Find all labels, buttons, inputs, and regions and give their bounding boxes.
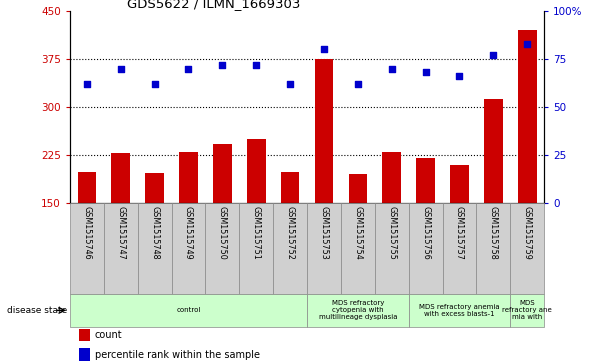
Bar (80, 329, 90, 341)
Bar (145, 173, 164, 203)
Bar (510, 203, 544, 294)
Text: GDS5622 / ILMN_1669303: GDS5622 / ILMN_1669303 (127, 0, 300, 10)
Text: disease state: disease state (7, 306, 67, 315)
Bar (281, 172, 299, 203)
Bar (348, 174, 367, 203)
Bar (78, 172, 96, 203)
Text: GSM1515752: GSM1515752 (286, 206, 295, 260)
Point (285, 81, 295, 87)
Point (184, 66, 193, 72)
Text: MDS refractory anemia
with excess blasts-1: MDS refractory anemia with excess blasts… (419, 304, 500, 317)
Text: MDS refractory
cytopenia with
multilineage dysplasia: MDS refractory cytopenia with multilinea… (319, 300, 397, 321)
Bar (450, 165, 469, 203)
Bar (315, 59, 333, 203)
Bar (382, 152, 401, 203)
Text: percentile rank within the sample: percentile rank within the sample (95, 350, 260, 360)
Bar (104, 203, 137, 294)
Point (150, 81, 159, 87)
Text: GSM1515748: GSM1515748 (150, 206, 159, 260)
Text: GSM1515758: GSM1515758 (489, 206, 498, 260)
Bar (484, 99, 503, 203)
Bar (307, 203, 341, 294)
Bar (111, 153, 130, 203)
Text: MDS
refractory ane
mia with: MDS refractory ane mia with (502, 300, 552, 321)
Bar (80, 348, 90, 361)
Bar (443, 203, 477, 294)
Text: GSM1515751: GSM1515751 (252, 206, 261, 260)
Point (455, 73, 465, 79)
Point (353, 81, 363, 87)
Bar (273, 203, 307, 294)
Text: GSM1515750: GSM1515750 (218, 206, 227, 260)
Bar (375, 203, 409, 294)
Text: GSM1515754: GSM1515754 (353, 206, 362, 260)
Bar (70, 294, 307, 327)
Text: GSM1515757: GSM1515757 (455, 206, 464, 260)
Bar (70, 203, 104, 294)
Point (522, 41, 532, 46)
Bar (409, 294, 510, 327)
Point (218, 62, 227, 68)
Bar (307, 294, 409, 327)
Text: GSM1515755: GSM1515755 (387, 206, 396, 260)
Point (387, 66, 396, 72)
Text: count: count (95, 330, 122, 340)
Point (251, 62, 261, 68)
Text: GSM1515756: GSM1515756 (421, 206, 430, 260)
Text: GSM1515753: GSM1515753 (319, 206, 328, 260)
Text: GSM1515749: GSM1515749 (184, 206, 193, 260)
Text: control: control (176, 307, 201, 313)
Bar (179, 152, 198, 203)
Bar (240, 203, 273, 294)
Bar (247, 139, 266, 203)
Point (421, 70, 430, 76)
Bar (518, 30, 536, 203)
Bar (213, 144, 232, 203)
Bar (341, 203, 375, 294)
Bar (206, 203, 240, 294)
Text: GSM1515759: GSM1515759 (523, 206, 532, 260)
Bar (477, 203, 510, 294)
Bar (171, 203, 206, 294)
Bar (137, 203, 171, 294)
Bar (510, 294, 544, 327)
Point (319, 46, 329, 52)
Text: GSM1515746: GSM1515746 (82, 206, 91, 260)
Point (488, 52, 498, 58)
Bar (416, 158, 435, 203)
Point (82, 81, 92, 87)
Bar (409, 203, 443, 294)
Point (116, 66, 126, 72)
Text: GSM1515747: GSM1515747 (116, 206, 125, 260)
